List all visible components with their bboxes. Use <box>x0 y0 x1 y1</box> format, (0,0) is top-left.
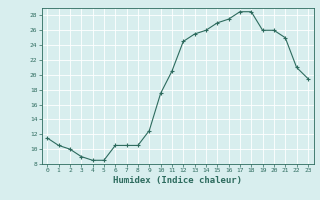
X-axis label: Humidex (Indice chaleur): Humidex (Indice chaleur) <box>113 176 242 185</box>
